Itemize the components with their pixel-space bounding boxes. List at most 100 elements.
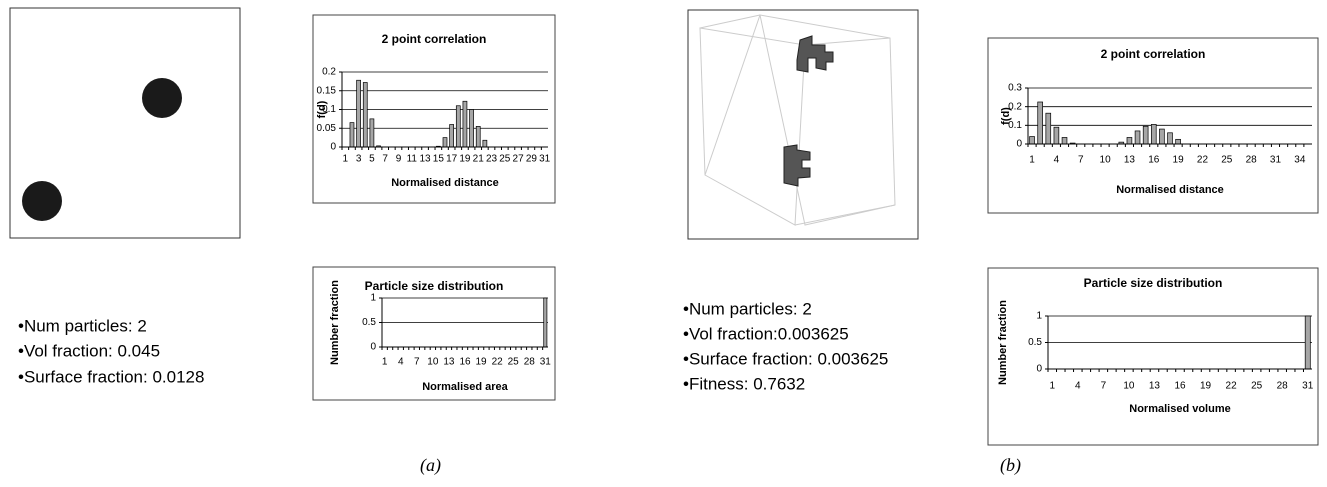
bar — [370, 119, 374, 147]
chart-title: 2 point correlation — [382, 32, 487, 46]
bar — [1143, 126, 1148, 144]
x-tick-label: 1 — [343, 154, 349, 165]
x-tick-label: 11 — [407, 154, 418, 165]
x-tick-label: 10 — [1123, 381, 1135, 392]
panel-label: (a) — [420, 455, 441, 476]
stat-line: •Vol fraction: 0.045 — [18, 341, 160, 360]
bar — [476, 126, 480, 147]
x-tick-label: 13 — [1149, 381, 1161, 392]
x-tick-label: 7 — [382, 154, 388, 165]
x-tick-label: 19 — [476, 357, 488, 368]
x-tick-label: 1 — [1029, 155, 1035, 166]
bar — [1062, 137, 1067, 144]
stat-line: •Num particles: 2 — [18, 316, 147, 335]
x-tick-label: 25 — [1221, 155, 1233, 166]
x-tick-label: 31 — [1302, 381, 1314, 392]
microstructure-3d — [688, 10, 918, 239]
x-tick-label: 10 — [1100, 155, 1112, 166]
x-tick-label: 7 — [1078, 155, 1084, 166]
x-axis-label: Normalised distance — [391, 177, 499, 189]
x-tick-label: 25 — [1251, 381, 1263, 392]
bar — [357, 80, 361, 147]
y-tick-label: 0 — [330, 142, 336, 153]
x-tick-label: 16 — [459, 357, 471, 368]
y-tick-label: 1 — [370, 293, 376, 304]
x-tick-label: 4 — [1054, 155, 1060, 166]
y-axis-label: Number fraction — [329, 280, 341, 365]
x-tick-label: 1 — [1049, 381, 1055, 392]
x-tick-label: 9 — [396, 154, 402, 165]
bar — [350, 123, 354, 147]
stat-line: •Fitness: 0.7632 — [683, 374, 805, 393]
y-tick-label: 0.1 — [1008, 120, 1022, 131]
x-tick-label: 13 — [1124, 155, 1136, 166]
y-tick-label: 0.5 — [1028, 337, 1042, 348]
y-tick-label: 0.2 — [1008, 101, 1022, 112]
bar — [363, 83, 367, 148]
bar — [456, 106, 460, 147]
bar — [450, 125, 454, 148]
x-tick-label: 28 — [1246, 155, 1258, 166]
microstructure-2d — [10, 8, 240, 238]
x-tick-label: 13 — [420, 154, 432, 165]
y-tick-label: 0 — [1036, 364, 1042, 375]
y-tick-label: 0.5 — [362, 317, 376, 328]
x-tick-label: 28 — [1277, 381, 1289, 392]
bar — [1127, 137, 1132, 144]
x-tick-label: 13 — [443, 357, 455, 368]
y-tick-label: 0.1 — [322, 104, 336, 115]
bar — [463, 101, 467, 147]
y-tick-label: 0 — [1016, 139, 1022, 150]
x-tick-label: 29 — [526, 154, 538, 165]
bar — [1054, 127, 1059, 144]
x-tick-label: 17 — [446, 154, 458, 165]
stat-line: •Num particles: 2 — [683, 299, 812, 318]
y-tick-label: 1 — [1036, 311, 1042, 322]
x-axis-label: Normalised volume — [1129, 403, 1230, 415]
bar — [544, 298, 547, 347]
x-tick-label: 25 — [508, 357, 520, 368]
x-tick-label: 16 — [1174, 381, 1186, 392]
x-tick-label: 27 — [513, 154, 525, 165]
chart-title: Particle size distribution — [1084, 276, 1223, 290]
x-tick-label: 19 — [1200, 381, 1212, 392]
x-tick-label: 19 — [1173, 155, 1185, 166]
bar — [1168, 133, 1173, 144]
x-tick-label: 21 — [473, 154, 485, 165]
x-tick-label: 22 — [1197, 155, 1209, 166]
y-tick-label: 0.2 — [322, 67, 336, 78]
x-tick-label: 22 — [1226, 381, 1238, 392]
x-tick-label: 23 — [486, 154, 498, 165]
x-tick-label: 31 — [539, 154, 551, 165]
x-axis-label: Normalised distance — [1116, 184, 1224, 196]
bar — [483, 140, 487, 147]
y-tick-label: 0.3 — [1008, 83, 1022, 94]
x-tick-label: 10 — [427, 357, 439, 368]
x-tick-label: 22 — [492, 357, 504, 368]
x-tick-label: 5 — [369, 154, 375, 165]
x-tick-label: 15 — [433, 154, 445, 165]
x-tick-label: 28 — [524, 357, 536, 368]
chart-title: 2 point correlation — [1101, 47, 1206, 61]
bar — [1159, 129, 1164, 144]
figure: •Num particles: 2 •Vol fraction: 0.045 •… — [0, 0, 1327, 487]
x-axis-label: Normalised area — [422, 381, 508, 393]
x-tick-label: 31 — [1270, 155, 1282, 166]
stat-line: •Surface fraction: 0.003625 — [683, 349, 888, 368]
y-axis-label: Number fraction — [997, 300, 1009, 385]
bar — [1151, 124, 1156, 144]
chart-title: Particle size distribution — [365, 279, 504, 293]
bar — [1305, 316, 1310, 369]
bar — [1135, 131, 1140, 144]
bar — [1038, 102, 1043, 144]
x-tick-label: 31 — [540, 357, 552, 368]
y-tick-label: 0 — [370, 342, 376, 353]
bar — [470, 110, 474, 148]
y-tick-label: 0.05 — [317, 123, 337, 134]
x-tick-label: 7 — [414, 357, 420, 368]
stat-line: •Vol fraction:0.003625 — [683, 324, 849, 343]
bar — [1030, 137, 1035, 144]
x-tick-label: 1 — [382, 357, 388, 368]
bar — [1176, 139, 1181, 144]
x-tick-label: 4 — [398, 357, 404, 368]
